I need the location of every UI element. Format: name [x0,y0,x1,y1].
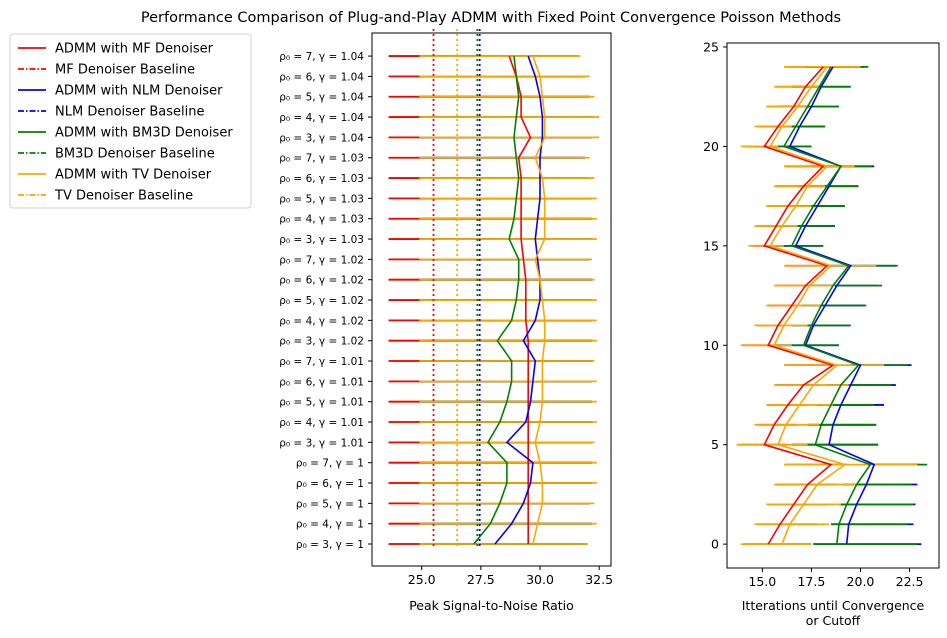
psnr-ytick-label: ρ₀ = 5, γ = 1 [296,498,364,510]
psnr-ytick-label: ρ₀ = 3, γ = 1 [296,539,364,551]
figure-title: Performance Comparison of Plug-and-Play … [141,10,841,26]
psnr-ytick-label: ρ₀ = 7, γ = 1.04 [279,51,364,63]
psnr-series-admm-with-tv-denoiser [532,55,546,545]
legend-label-admm-with-bm3d-denoiser: ADMM with BM3D Denoiser [55,126,233,141]
iter-ytick-label: 20 [703,139,719,154]
legend-label-bm3d-denoiser-baseline: BM3D Denoiser Baseline [55,147,215,162]
iter-axes-frame [726,42,940,569]
psnr-ytick-label: ρ₀ = 4, γ = 1 [296,519,364,531]
psnr-xtick-label: 30.0 [526,572,554,587]
iter-xtick-label: 22.5 [896,574,924,589]
psnr-ytick-label: ρ₀ = 4, γ = 1.01 [279,417,364,429]
psnr-xtick-label: 27.5 [467,572,495,587]
psnr-ytick-label: ρ₀ = 7, γ = 1.01 [279,356,364,368]
psnr-ytick-label: ρ₀ = 6, γ = 1.01 [279,376,364,388]
iter-ytick-label: 5 [711,437,719,452]
psnr-series-admm-with-nlm-denoiser [494,55,544,545]
legend-label-mf-denoiser-baseline: MF Denoiser Baseline [55,63,195,78]
psnr-ytick-label: ρ₀ = 5, γ = 1.02 [279,295,364,307]
psnr-ytick-label: ρ₀ = 5, γ = 1.04 [279,92,364,104]
psnr-ytick-label: ρ₀ = 7, γ = 1 [296,458,364,470]
iter-xtick-label: 15.0 [748,574,776,589]
psnr-ytick-label: ρ₀ = 4, γ = 1.03 [279,214,364,226]
iter-series-admm-with-nlm-denoiser [788,66,876,545]
legend: ADMM with MF Denoiser MF Denoiser Baselin… [9,33,252,209]
psnr-ytick-label: ρ₀ = 3, γ = 1.02 [279,336,364,348]
legend-label-tv-denoiser-baseline: TV Denoiser Baseline [54,189,193,204]
iter-series-admm-with-tv-denoiser [769,66,847,545]
iter-ytick-label: 15 [703,238,719,253]
psnr-xtick-label: 32.5 [585,572,613,587]
psnr-ytick-label: ρ₀ = 3, γ = 1.04 [279,132,364,144]
psnr-axes-frame [371,32,612,567]
psnr-ytick-label: ρ₀ = 4, γ = 1.04 [279,112,364,124]
psnr-ytick-label: ρ₀ = 6, γ = 1.02 [279,275,364,287]
iter-series-admm-with-mf-denoiser [763,66,835,545]
legend-label-nlm-denoiser-baseline: NLM Denoiser Baseline [55,105,205,120]
legend-label-admm-with-mf-denoiser: ADMM with MF Denoiser [55,42,214,57]
psnr-ytick-label: ρ₀ = 7, γ = 1.03 [279,153,364,165]
legend-label-admm-with-nlm-denoiser: ADMM with NLM Denoiser [55,84,223,99]
psnr-ytick-label: ρ₀ = 6, γ = 1 [296,478,364,490]
iter-ytick-label: 10 [703,338,719,353]
psnr-ytick-label: ρ₀ = 7, γ = 1.02 [279,254,364,266]
psnr-xlabel: Peak Signal-to-Noise Ratio [409,598,574,613]
legend-frame [9,33,252,209]
psnr-ytick-label: ρ₀ = 5, γ = 1.01 [279,397,364,409]
psnr-series-admm-with-mf-denoiser [508,55,532,544]
psnr-series-admm-with-bm3d-denoiser [473,56,520,545]
iterations-axes: 15.0 17.5 20.0 22.5 0 5 10 15 20 25 Itterations un… [703,39,940,628]
psnr-ytick-label: ρ₀ = 3, γ = 1.01 [279,437,364,449]
psnr-ytick-label: ρ₀ = 6, γ = 1.04 [279,71,364,83]
iter-ytick-label: 0 [711,537,719,552]
psnr-ytick-label: ρ₀ = 5, γ = 1.03 [279,193,364,205]
legend-label-admm-with-tv-denoiser: ADMM with TV Denoiser [55,168,212,183]
iter-series-admm-with-bm3d-denoiser [782,66,872,545]
iter-ytick-label: 25 [703,39,719,54]
psnr-xtick-label: 25.0 [408,572,436,587]
psnr-ytick-label: ρ₀ = 3, γ = 1.03 [279,234,364,246]
iter-xtick-label: 20.0 [847,574,875,589]
iter-xtick-label: 17.5 [797,574,825,589]
psnr-axes: 25.0 27.5 30.0 32.5 ρ₀ = 3, γ = 1 ρ₀ = 4, γ =… [279,28,613,613]
psnr-ytick-label: ρ₀ = 4, γ = 1.02 [279,315,364,327]
iter-xlabel: Itterations until Convergence or Cutoff [742,598,925,628]
psnr-ytick-label: ρ₀ = 6, γ = 1.03 [279,173,364,185]
